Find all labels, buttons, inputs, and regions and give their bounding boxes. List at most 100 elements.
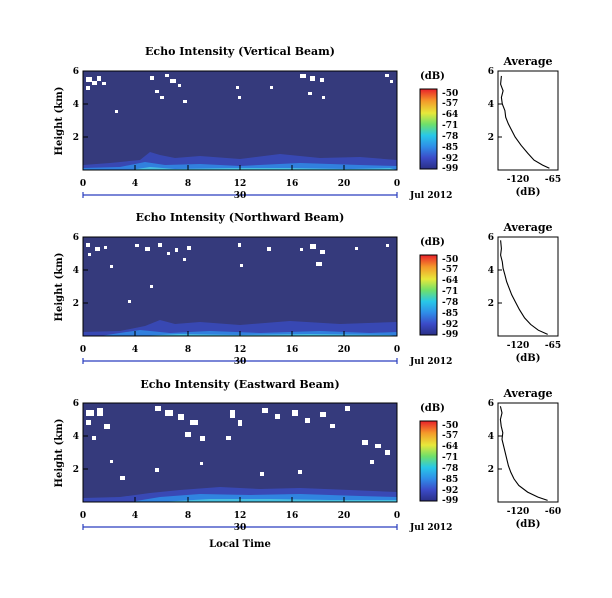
average-y-ticks [498,402,502,470]
average-y-tick-label: 6 [488,67,494,77]
x-tick-label: 4 [132,345,138,355]
x-tick-label: 20 [338,345,351,355]
colorbar-tick: -71 [442,121,458,131]
colorbar-tick: -50 [442,89,458,99]
colorbar-tick: -92 [442,154,458,164]
x-tick-label: 8 [185,179,191,189]
colorbar-tick: -50 [442,421,458,431]
average-x-axis-label: (dB) [516,187,541,198]
average-y-ticks [498,70,502,138]
x-ticks [82,497,398,502]
missing-data-patches [86,243,389,303]
colorbar-title: (dB) [420,403,445,414]
x-tick-label: 4 [132,511,138,521]
average-y-tick-label: 2 [488,133,494,143]
x-tick-label: 16 [286,345,299,355]
panel-northward: Echo Intensity (Northward Beam) 6 4 2 He… [54,211,561,367]
average-y-tick-label: 4 [488,432,494,442]
x-tick-label: 0 [80,179,86,189]
missing-data-patches [86,74,393,113]
x-tick-label: 8 [185,511,191,521]
average-title: Average [502,55,552,68]
heatmap-area [83,403,397,502]
panel-eastward: Echo Intensity (Eastward Beam) 6 4 2 Hei… [54,378,561,550]
y-ticks [83,402,88,470]
y-axis-label: Height (km) [54,87,65,156]
average-x-axis-label: (dB) [516,519,541,530]
x-tick-label: 8 [185,345,191,355]
y-tick-label: 2 [73,465,79,475]
date-label: Jul 2012 [409,357,452,367]
heatmap-area [83,71,397,170]
average-profile-line [500,240,548,335]
average-profile-line [500,75,550,169]
x-tick-label: 12 [234,345,247,355]
x-tick-label: 16 [286,179,299,189]
y-tick-label: 6 [73,399,79,409]
y-ticks [83,236,88,304]
colorbar-tick: -50 [442,255,458,265]
colorbar [419,88,438,170]
near-ground-echo-band [83,320,397,336]
y-tick-label: 4 [73,266,79,276]
colorbar-tick: -99 [442,330,458,340]
panel-title: Echo Intensity (Northward Beam) [136,211,345,224]
average-x-tick-label: -60 [545,507,561,517]
x-tick-label: 0 [394,179,400,189]
colorbar-tick: -57 [442,99,458,109]
date-day-label: 30 [234,357,247,367]
date-day-label: 30 [234,523,247,533]
average-title: Average [502,221,552,234]
average-x-tick-label: -65 [545,341,561,351]
colorbar-tick: -71 [442,453,458,463]
x-tick-label: 16 [286,511,299,521]
colorbar-title: (dB) [420,237,445,248]
average-y-tick-label: 4 [488,100,494,110]
x-tick-label: 0 [80,511,86,521]
y-axis-label: Height (km) [54,419,65,488]
average-y-tick-label: 4 [488,266,494,276]
average-x-tick-label: -120 [507,175,530,185]
y-tick-label: 4 [73,432,79,442]
date-label: Jul 2012 [409,191,452,201]
average-y-tick-label: 2 [488,465,494,475]
date-label: Jul 2012 [409,523,452,533]
colorbar-tick: -85 [442,309,458,319]
x-tick-label: 0 [394,511,400,521]
colorbar-tick: -64 [442,110,458,120]
panel-title: Echo Intensity (Vertical Beam) [145,45,335,58]
colorbar [419,254,438,336]
x-ticks [82,165,398,170]
colorbar-tick: -85 [442,475,458,485]
panel-vertical: Echo Intensity (Vertical Beam) 6 4 2 Hei… [54,45,561,201]
colorbar-tick: -78 [442,132,458,142]
x-ticks [82,331,398,336]
y-tick-label: 2 [73,299,79,309]
colorbar-tick: -99 [442,496,458,506]
average-x-axis-label: (dB) [516,353,541,364]
colorbar-tick: -92 [442,486,458,496]
y-tick-label: 2 [73,133,79,143]
near-ground-echo-band [83,487,397,502]
average-x-tick-label: -65 [545,175,561,185]
x-tick-label: 20 [338,179,351,189]
average-y-tick-label: 6 [488,399,494,409]
colorbar-tick: -64 [442,276,458,286]
panel-title: Echo Intensity (Eastward Beam) [140,378,339,391]
average-y-ticks [498,236,502,304]
average-frame [497,402,559,503]
y-tick-label: 4 [73,100,79,110]
x-tick-label: 0 [394,345,400,355]
x-tick-label: 12 [234,179,247,189]
colorbar-tick: -57 [442,431,458,441]
average-y-tick-label: 2 [488,299,494,309]
colorbar-tick: -92 [442,320,458,330]
y-tick-label: 6 [73,67,79,77]
average-profile-line [499,406,548,501]
y-tick-label: 6 [73,233,79,243]
colorbar-tick: -71 [442,287,458,297]
colorbar-tick: -99 [442,164,458,174]
heatmap-area [83,237,397,336]
colorbar-tick: -64 [442,442,458,452]
colorbar-tick: -57 [442,265,458,275]
